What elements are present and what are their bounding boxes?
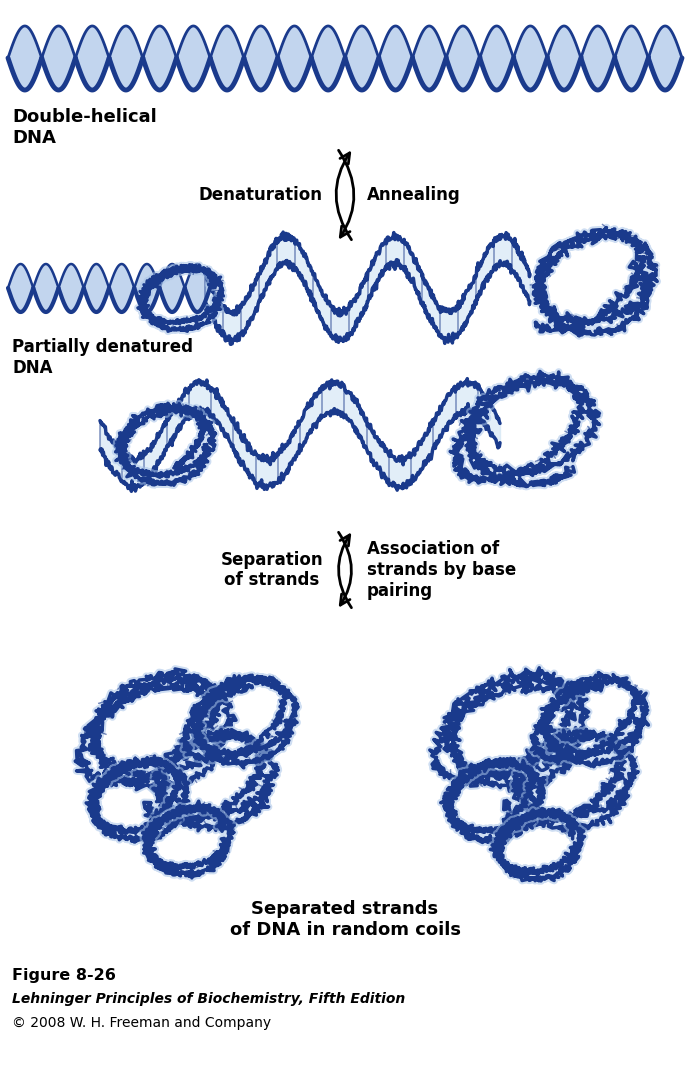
Text: © 2008 W. H. Freeman and Company: © 2008 W. H. Freeman and Company bbox=[12, 1016, 271, 1030]
Text: Lehninger Principles of Biochemistry, Fifth Edition: Lehninger Principles of Biochemistry, Fi… bbox=[12, 992, 405, 1006]
Text: Annealing: Annealing bbox=[367, 187, 461, 204]
Text: Denaturation: Denaturation bbox=[199, 187, 323, 204]
Text: Association of
strands by base
pairing: Association of strands by base pairing bbox=[367, 540, 516, 600]
Text: Double-helical
DNA: Double-helical DNA bbox=[12, 108, 157, 147]
Text: Figure 8-26: Figure 8-26 bbox=[12, 968, 116, 983]
Text: Separated strands
of DNA in random coils: Separated strands of DNA in random coils bbox=[230, 900, 460, 939]
Text: Partially denatured
DNA: Partially denatured DNA bbox=[12, 338, 193, 376]
Text: Separation
of strands: Separation of strands bbox=[220, 551, 323, 590]
